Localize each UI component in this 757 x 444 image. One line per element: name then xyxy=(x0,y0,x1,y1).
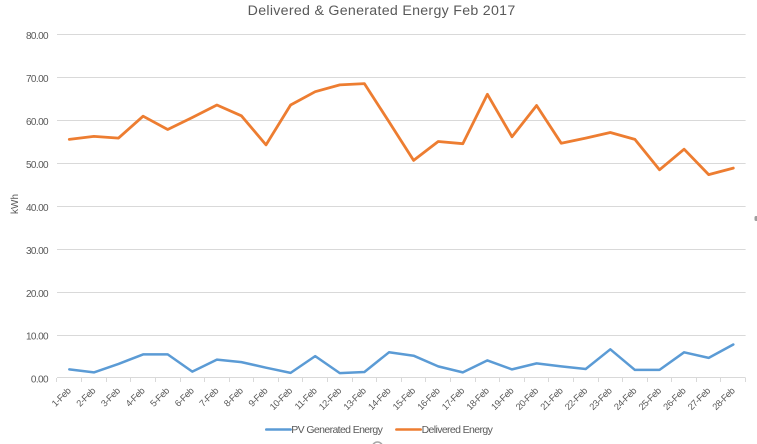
svg-text:0.00: 0.00 xyxy=(31,375,49,386)
svg-text:kWh: kWh xyxy=(10,194,21,214)
svg-text:20.00: 20.00 xyxy=(26,289,49,300)
svg-text:30.00: 30.00 xyxy=(26,246,49,257)
svg-text:40.00: 40.00 xyxy=(26,203,49,214)
svg-text:50.00: 50.00 xyxy=(26,160,49,171)
svg-text:PV Generated Energy: PV Generated Energy xyxy=(291,424,383,436)
svg-text:Delivered & Generated Energy F: Delivered & Generated Energy Feb 2017 xyxy=(248,3,516,19)
svg-text:80.00: 80.00 xyxy=(26,31,49,42)
svg-text:Delivered Energy: Delivered Energy xyxy=(422,424,494,436)
svg-text:60.00: 60.00 xyxy=(26,117,49,128)
svg-text:10.00: 10.00 xyxy=(26,332,49,343)
svg-text:70.00: 70.00 xyxy=(26,74,49,85)
